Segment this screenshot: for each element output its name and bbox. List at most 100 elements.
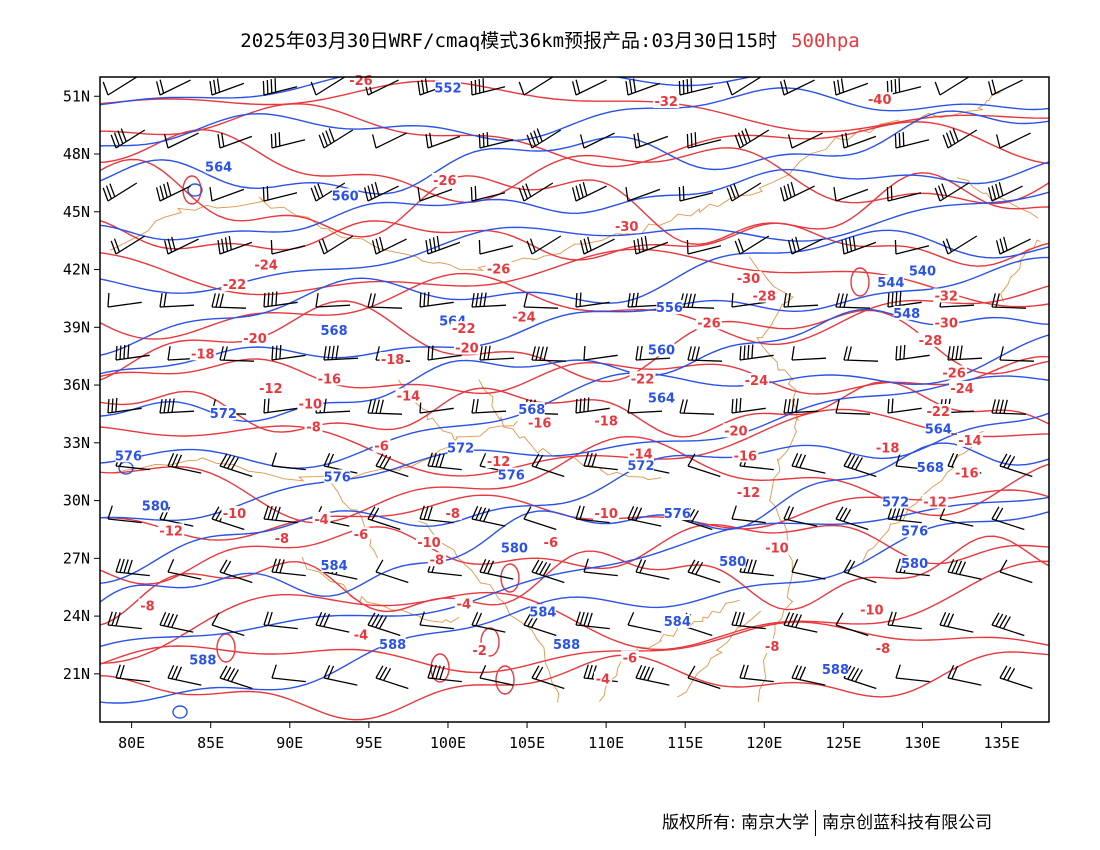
wind-barb bbox=[633, 235, 669, 255]
temperature-label: -26 bbox=[487, 263, 511, 278]
x-tick-label: 100E bbox=[430, 734, 466, 752]
temperature-label-bg bbox=[949, 380, 976, 395]
wind-barb bbox=[783, 611, 818, 633]
height-label: 584 bbox=[664, 615, 691, 630]
wind-barb bbox=[209, 78, 245, 96]
wind-barb bbox=[523, 506, 557, 531]
temperature-label-bg bbox=[485, 454, 512, 469]
coast-line bbox=[598, 599, 740, 702]
height-label: 560 bbox=[648, 343, 675, 358]
wind-barb bbox=[583, 345, 618, 361]
wind-barb bbox=[427, 345, 462, 361]
y-tick-label: 36N bbox=[63, 376, 90, 394]
temperature-label: -6 bbox=[623, 651, 637, 666]
wind-barb bbox=[318, 128, 354, 149]
copyright-footer: 版权所有: 南京大学 南京创蓝科技有限公司 bbox=[662, 808, 992, 836]
temperature-label: -24 bbox=[950, 382, 974, 397]
wind-barb bbox=[991, 399, 1027, 415]
temperature-label: -8 bbox=[275, 532, 289, 547]
temperature-label: -24 bbox=[745, 374, 769, 389]
temperature-label: -10 bbox=[299, 397, 323, 412]
wind-barb bbox=[107, 611, 142, 630]
temperature-label: -26 bbox=[433, 174, 457, 189]
wind-barb bbox=[579, 132, 615, 149]
wind-barb bbox=[107, 505, 142, 524]
temperature-line bbox=[100, 535, 1049, 626]
temperature-label-bg bbox=[253, 257, 280, 272]
wind-barb bbox=[270, 132, 306, 149]
temperature-label: -26 bbox=[697, 316, 721, 331]
temperature-label-bg bbox=[372, 438, 391, 453]
temperature-label: -20 bbox=[724, 424, 748, 439]
map-title: 2025年03月30日WRF/cmaq模式36km预报产品:03月30日15时 5… bbox=[0, 26, 1100, 53]
height-label-bg bbox=[882, 494, 909, 509]
wind-barb bbox=[219, 665, 253, 690]
x-tick-label: 85E bbox=[197, 734, 224, 752]
temperature-label-bg bbox=[874, 440, 901, 455]
y-tick-label: 21N bbox=[63, 665, 90, 683]
height-label: 568 bbox=[917, 461, 944, 476]
wind-barb bbox=[783, 292, 819, 308]
temperature-label-bg bbox=[316, 371, 343, 386]
wind-barb bbox=[219, 453, 253, 478]
height-label-bg bbox=[142, 498, 169, 513]
temperature-label-bg bbox=[304, 419, 323, 434]
height-line bbox=[100, 308, 1049, 423]
height-label: 572 bbox=[882, 496, 909, 511]
wind-barb bbox=[791, 452, 826, 474]
wind-barb bbox=[835, 506, 869, 531]
temperature-label-bg bbox=[351, 627, 370, 642]
x-tick-label: 80E bbox=[118, 734, 145, 752]
wind-barb bbox=[271, 452, 306, 471]
wind-barb bbox=[791, 558, 826, 580]
temperature-label-bg bbox=[242, 330, 269, 345]
temperature-label: -30 bbox=[934, 316, 958, 331]
temperature-line bbox=[100, 103, 1049, 168]
wind-barb bbox=[895, 664, 930, 683]
wind-barb bbox=[999, 453, 1033, 478]
wind-barb bbox=[635, 345, 671, 361]
temperature-label-bg bbox=[922, 494, 949, 509]
title-main: 2025年03月30日WRF/cmaq模式36km预报产品:03月30日15时 bbox=[240, 30, 778, 52]
wind-barb bbox=[731, 397, 766, 414]
wind-barb bbox=[323, 664, 358, 686]
temperature-label: -14 bbox=[397, 390, 421, 405]
height-label-bg bbox=[627, 457, 654, 472]
wind-barb bbox=[887, 291, 922, 308]
height-line bbox=[100, 412, 1049, 585]
wind-barb bbox=[583, 452, 618, 471]
temperature-label-bg bbox=[485, 261, 512, 276]
temperature-label-bg bbox=[297, 396, 324, 411]
temperature-label-bg bbox=[620, 650, 639, 665]
height-line bbox=[100, 511, 1049, 704]
wind-barb bbox=[734, 128, 770, 149]
coast-line bbox=[641, 91, 1001, 234]
temperature-label-bg bbox=[722, 423, 749, 438]
temperature-label: -12 bbox=[159, 524, 183, 539]
temperature-label: -18 bbox=[381, 353, 405, 368]
temperature-label: -6 bbox=[354, 528, 368, 543]
height-label: 580 bbox=[719, 555, 746, 570]
wind-barb bbox=[791, 664, 826, 686]
height-label: 540 bbox=[909, 264, 936, 279]
wind-barb bbox=[367, 293, 403, 309]
temperature-label: -8 bbox=[445, 507, 459, 522]
temperature-label: -12 bbox=[923, 496, 947, 511]
temperature-label: -4 bbox=[354, 628, 368, 643]
wind-barb bbox=[894, 132, 930, 149]
wind-barb bbox=[262, 185, 298, 202]
temperature-label-bg bbox=[627, 446, 654, 461]
wind-barb bbox=[947, 664, 982, 686]
temperature-label: -22 bbox=[223, 278, 247, 293]
wind-barb bbox=[375, 453, 409, 478]
y-tick-label: 27N bbox=[63, 549, 90, 567]
wind-barb bbox=[678, 185, 714, 202]
height-label: 572 bbox=[210, 407, 237, 422]
temperature-label-bg bbox=[941, 365, 968, 380]
temperature-label-bg bbox=[732, 448, 759, 463]
wind-barb bbox=[310, 77, 346, 96]
temperature-label: -22 bbox=[452, 322, 476, 337]
height-line bbox=[100, 442, 1049, 603]
wind-barb bbox=[835, 612, 869, 637]
y-tick-label: 48N bbox=[63, 145, 90, 163]
